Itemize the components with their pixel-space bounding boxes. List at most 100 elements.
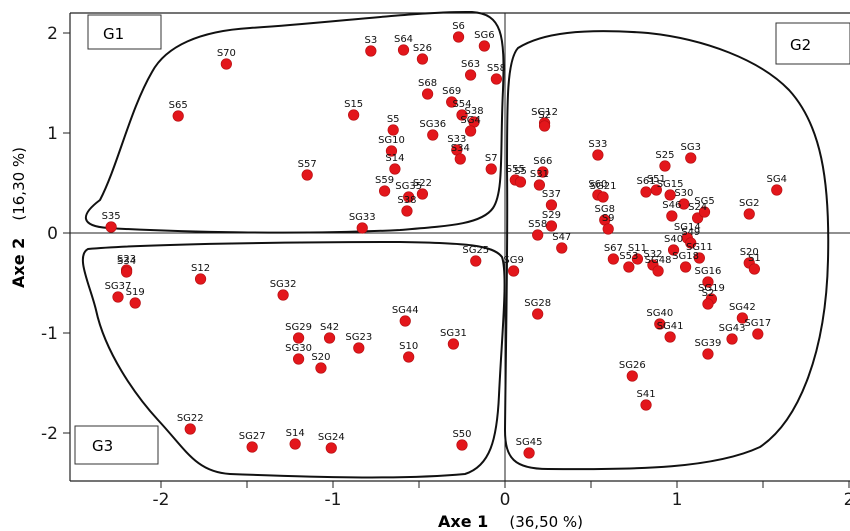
data-point <box>379 185 391 197</box>
axis-ticks: -2 -1 0 1 2 2 1 0 -1 -2 <box>41 24 850 510</box>
data-point-label: S31 <box>530 169 549 180</box>
data-point-label: S22 <box>413 178 432 189</box>
data-point <box>532 229 544 241</box>
x-tick-label: 2 <box>844 490 850 510</box>
data-point <box>664 331 676 343</box>
data-point-label: S29 <box>542 210 561 221</box>
data-point <box>623 261 635 273</box>
x-tick-label: 0 <box>500 490 511 510</box>
data-point-label: SG40 <box>646 308 673 319</box>
y-axis-percent: (16,30 %) <box>10 147 28 221</box>
data-point <box>490 73 503 85</box>
data-point-label: S24 <box>688 202 707 213</box>
data-point <box>289 438 301 450</box>
data-point-label: S51 <box>647 174 666 185</box>
data-point-label: S32 <box>643 249 662 260</box>
data-point <box>184 423 196 435</box>
data-point <box>726 333 738 345</box>
data-point-label: SG25 <box>462 245 489 256</box>
data-point-label: S1 <box>748 253 761 264</box>
data-point <box>385 145 398 157</box>
data-point-label: S3 <box>364 35 377 46</box>
data-point-label: S12 <box>191 263 210 274</box>
data-point <box>389 163 401 175</box>
data-point <box>456 439 468 451</box>
group-g2-outline <box>503 30 830 471</box>
data-point-label: S61 <box>637 176 656 187</box>
data-point <box>736 312 748 324</box>
data-point-label: SG19 <box>698 283 725 294</box>
data-point <box>666 210 678 222</box>
data-point-label: SG14 <box>674 222 701 233</box>
data-point-label: SG5 <box>694 196 714 207</box>
data-point <box>685 237 697 249</box>
x-tick-label: 1 <box>672 490 683 510</box>
data-point-label: SG15 <box>657 179 684 190</box>
data-point-label: S5 <box>387 114 400 125</box>
group-g3-outline <box>81 240 506 479</box>
data-point <box>447 338 460 350</box>
data-point <box>702 298 714 310</box>
data-point-label: SG17 <box>744 318 771 329</box>
data-point <box>693 252 705 264</box>
data-point <box>325 442 337 454</box>
data-point-label: S34 <box>451 143 470 154</box>
data-point <box>752 328 764 340</box>
data-point <box>652 265 664 277</box>
data-point <box>654 318 666 330</box>
data-point-label: S46 <box>662 200 681 211</box>
data-point-label: SG45 <box>516 437 543 448</box>
data-point-label: SG32 <box>270 279 297 290</box>
data-point <box>771 184 783 196</box>
data-point-label: SG4 <box>767 174 787 185</box>
data-point-label: S33 <box>447 134 466 145</box>
data-point <box>403 351 415 363</box>
data-point-label: SG44 <box>392 305 419 316</box>
data-point <box>465 69 477 81</box>
data-point-label: S65 <box>169 100 188 111</box>
data-point-label: SG33 <box>349 212 376 223</box>
data-point <box>626 370 638 382</box>
group-g1-outline <box>84 10 505 234</box>
data-point <box>607 253 619 265</box>
data-point-label: SG9 <box>503 255 523 266</box>
data-point-label: SG18 <box>672 251 699 262</box>
data-point <box>427 129 439 141</box>
data-point-label: S33 <box>588 139 607 150</box>
data-point <box>416 188 429 200</box>
data-point <box>667 244 680 256</box>
data-point-label: SG37 <box>105 281 132 292</box>
data-point <box>446 96 458 108</box>
data-point <box>478 40 490 52</box>
data-point <box>602 223 614 235</box>
data-point-label: S20 <box>740 247 759 258</box>
data-point <box>399 315 411 327</box>
data-point-label: S10 <box>399 341 418 352</box>
x-axis-title: Axe 1 (36,50 %) <box>438 512 583 531</box>
x-axis-name: Axe 1 <box>438 512 488 531</box>
data-point-label: S34 <box>117 256 136 267</box>
data-point <box>698 206 711 218</box>
data-point <box>456 109 468 121</box>
data-point-label: SG26 <box>619 360 646 371</box>
data-point <box>678 198 690 210</box>
data-point-label: S7 <box>485 153 498 164</box>
data-point <box>545 199 558 211</box>
data-point-label: S54 <box>452 99 471 110</box>
data-point-label: S5 <box>514 166 527 177</box>
data-point <box>112 291 124 303</box>
data-point-label: S50 <box>452 429 471 440</box>
data-point <box>664 189 676 201</box>
data-point-label: SG16 <box>695 266 722 277</box>
data-point-label: S49 <box>681 227 700 238</box>
data-point-label: S69 <box>442 86 461 97</box>
data-point-label: SG41 <box>657 321 684 332</box>
data-point-label: SG42 <box>729 302 756 313</box>
data-point-label: S23 <box>117 254 136 265</box>
data-point-label: SG27 <box>239 431 266 442</box>
data-point <box>556 242 568 254</box>
y-tick-label: 1 <box>47 124 58 144</box>
data-point <box>537 166 549 178</box>
data-point-label: S66 <box>533 156 552 167</box>
